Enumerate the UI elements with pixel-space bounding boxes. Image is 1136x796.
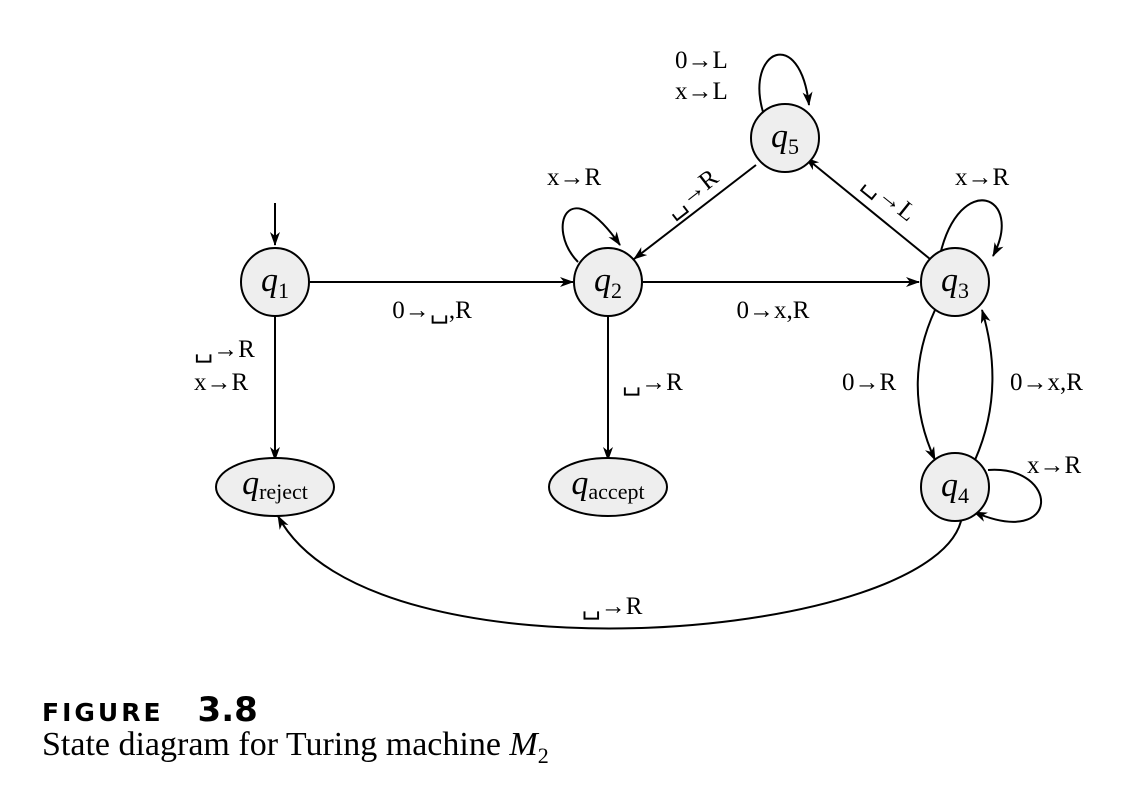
state-diagram: q1 q2 q3 q4 q5 qreject qaccept 0→L x→L x… <box>194 47 1083 630</box>
label-q2-q3: 0→x,R <box>737 297 810 324</box>
state-q3: q3 <box>920 247 990 317</box>
figure-caption: FIGURE 3.8 State diagram for Turing machi… <box>42 690 549 769</box>
edge-q3-q4 <box>916 309 936 461</box>
state-q1: q1 <box>240 247 310 317</box>
label-q5-loop-1: 0→L <box>675 47 728 74</box>
loop-q5 <box>758 53 813 113</box>
label-q4-q3: 0→x,R <box>1010 369 1083 396</box>
svg-text:q1: q1 <box>261 262 289 303</box>
loop-q4 <box>973 468 1042 523</box>
figure-word: FIGURE <box>42 698 164 727</box>
label-q3-q5: ␣→L <box>858 169 921 227</box>
machine-name: M <box>509 726 538 763</box>
svg-text:q2: q2 <box>594 262 622 303</box>
edge-q3-q5 <box>805 157 931 260</box>
svg-text:qreject: qreject <box>242 465 308 504</box>
state-q4: q4 <box>920 452 990 522</box>
svg-text:q4: q4 <box>941 467 969 508</box>
figure-heading: FIGURE 3.8 <box>42 690 549 730</box>
state-qaccept: qaccept <box>548 457 668 517</box>
edge-q4-reject <box>277 515 963 630</box>
label-q5-loop-2: x→L <box>675 78 728 105</box>
loop-q2 <box>561 207 621 263</box>
svg-text:q3: q3 <box>941 262 969 303</box>
loop-q3 <box>939 199 1004 257</box>
label-q4-loop: x→R <box>1027 452 1082 479</box>
svg-text:qaccept: qaccept <box>571 465 644 504</box>
label-q4-reject: ␣→R <box>582 593 643 620</box>
edge-q4-q3 <box>974 309 994 461</box>
label-q3-q4: 0→R <box>842 369 897 396</box>
figure-number: 3.8 <box>197 690 258 730</box>
machine-subscript: 2 <box>537 742 549 768</box>
label-q2-accept: ␣→R <box>622 369 683 396</box>
label-q3-loop: x→R <box>955 164 1010 191</box>
label-q1-reject-1: ␣→R <box>194 336 255 363</box>
label-q1-reject-2: x→R <box>194 369 249 396</box>
label-q2-loop: x→R <box>547 164 602 191</box>
edge-q5-q2 <box>633 164 757 260</box>
caption-text: State diagram for Turing machine M2 <box>42 726 549 768</box>
svg-text:q5: q5 <box>771 118 799 159</box>
state-q2: q2 <box>573 247 643 317</box>
state-q5: q5 <box>750 103 820 173</box>
state-qreject: qreject <box>215 457 335 517</box>
label-q1-q2: 0→␣,R <box>392 297 472 324</box>
